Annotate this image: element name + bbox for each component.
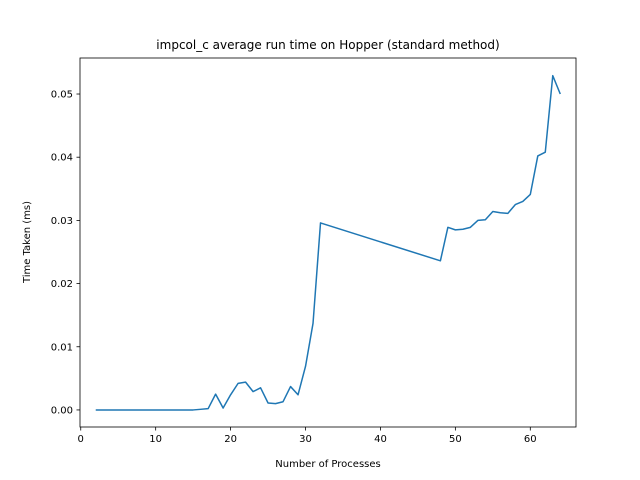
x-axis: 0 10 20 30 40 50 60 xyxy=(78,427,537,445)
series-layer xyxy=(95,74,561,411)
y-axis: 0.00 0.01 0.02 0.03 0.04 0.05 xyxy=(51,90,80,416)
axes-frame xyxy=(79,57,577,428)
plot-area xyxy=(79,57,577,428)
series-line xyxy=(95,74,561,411)
x-tick-label: 50 xyxy=(449,434,462,445)
y-tick-label: 0.04 xyxy=(51,153,73,164)
y-tick-label: 0.00 xyxy=(51,405,73,416)
x-tick-label: 40 xyxy=(374,434,387,445)
y-tick-label: 0.03 xyxy=(51,216,73,227)
x-tick-label: 60 xyxy=(524,434,537,445)
y-tick-label: 0.01 xyxy=(51,342,73,353)
y-tick-label: 0.02 xyxy=(51,279,73,290)
y-tick-label: 0.05 xyxy=(51,90,73,101)
chart-title: impcol_c average run time on Hopper (sta… xyxy=(156,38,499,52)
x-tick-label: 30 xyxy=(299,434,312,445)
x-tick-label: 0 xyxy=(78,434,84,445)
x-axis-label: Number of Processes xyxy=(275,459,380,470)
y-axis-label: Time Taken (ms) xyxy=(22,201,33,284)
x-tick-label: 20 xyxy=(224,434,237,445)
x-tick-label: 10 xyxy=(149,434,162,445)
